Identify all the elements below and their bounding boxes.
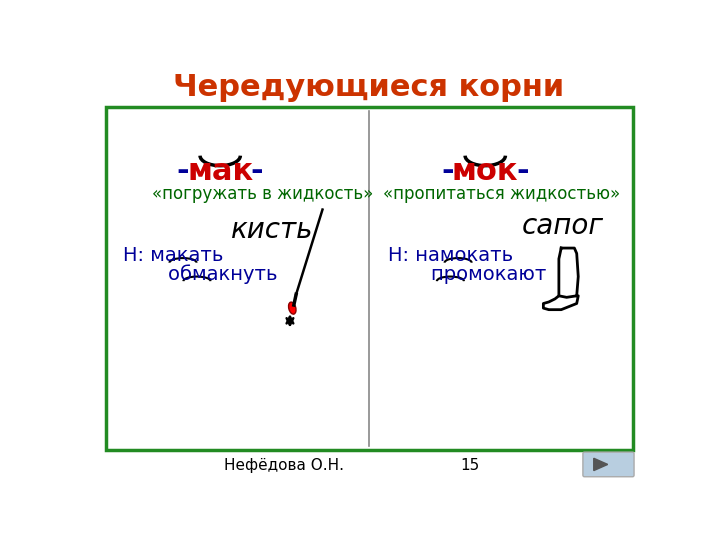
Text: -: - xyxy=(251,157,263,186)
Text: промокают: промокают xyxy=(406,265,546,284)
Bar xyxy=(106,107,632,450)
Text: кисть: кисть xyxy=(231,217,313,244)
Text: 15: 15 xyxy=(460,458,480,472)
Text: Чередующиеся корни: Чередующиеся корни xyxy=(174,73,564,103)
Text: Н: макать: Н: макать xyxy=(122,246,223,265)
Text: Н: намокать: Н: намокать xyxy=(388,246,513,265)
Text: «погружать в жидкость»: «погружать в жидкость» xyxy=(152,185,374,203)
Text: мок: мок xyxy=(452,157,518,186)
Text: -: - xyxy=(176,157,189,186)
Ellipse shape xyxy=(289,302,296,314)
Text: Нефёдова О.Н.: Нефёдова О.Н. xyxy=(224,458,343,472)
Text: «пропитаться жидкостью»: «пропитаться жидкостью» xyxy=(383,185,620,203)
Polygon shape xyxy=(594,458,608,470)
Text: мак: мак xyxy=(187,157,253,186)
FancyBboxPatch shape xyxy=(583,452,634,477)
Text: обмакнуть: обмакнуть xyxy=(143,265,277,284)
Text: сапог: сапог xyxy=(522,213,604,240)
Text: -: - xyxy=(442,157,454,186)
Text: -: - xyxy=(516,157,528,186)
